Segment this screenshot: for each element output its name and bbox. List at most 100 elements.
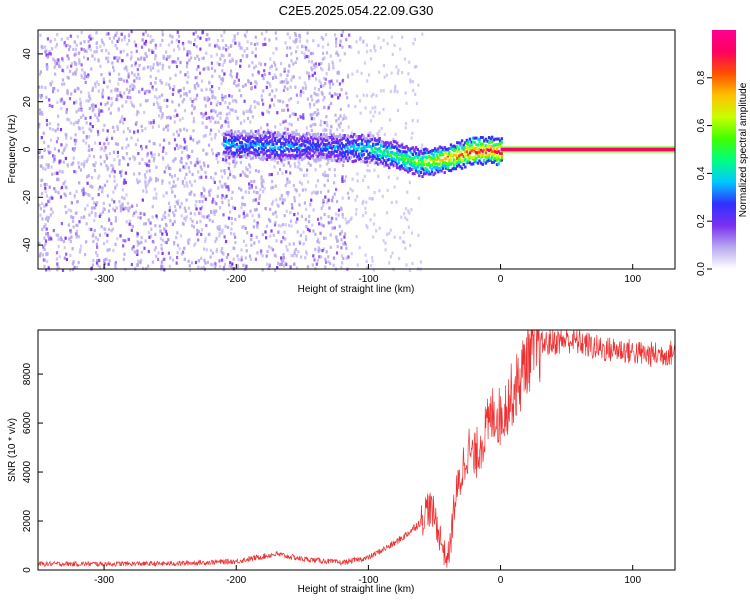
noise-cell: [176, 57, 180, 61]
noise-cell: [154, 95, 157, 99]
fringe-cell: [408, 159, 411, 162]
fringe-cell: [229, 143, 232, 147]
noise-cell: [57, 149, 60, 153]
fringe-cell: [353, 139, 356, 143]
noise-cell: [190, 183, 193, 187]
fringe-cell: [403, 161, 407, 165]
noise-cell: [108, 152, 111, 156]
noise-cell: [228, 59, 231, 63]
fringe-cell: [356, 138, 359, 142]
noise-cell: [241, 202, 244, 206]
noise-cell: [335, 93, 338, 97]
noise-cell: [59, 98, 62, 102]
noise-cell: [306, 31, 309, 35]
fringe-cell: [291, 135, 294, 139]
noise-cell: [225, 116, 228, 120]
fringe-cell: [273, 155, 277, 159]
noise-cell: [173, 120, 176, 124]
noise-cell: [105, 56, 108, 60]
noise-cell: [134, 143, 138, 147]
fringe-cell: [470, 149, 473, 153]
noise-cell: [289, 97, 293, 101]
noise-cell: [320, 223, 323, 227]
fringe-cell: [487, 158, 491, 162]
noise-cell: [325, 133, 328, 137]
fringe-cell: [364, 160, 367, 164]
noise-cell: [208, 80, 211, 84]
noise-cell: [60, 37, 63, 41]
noise-cell: [62, 148, 66, 152]
noise-cell: [403, 240, 406, 244]
fringe-cell: [334, 158, 337, 162]
fringe-cell: [281, 135, 285, 139]
fringe-cell: [380, 140, 383, 144]
noise-cell: [393, 235, 396, 239]
noise-cell: [167, 128, 170, 132]
fringe-cell: [354, 150, 357, 154]
fringe-cell: [275, 156, 278, 160]
noise-cell: [257, 240, 261, 244]
noise-cell: [383, 132, 386, 137]
fringe-cell: [437, 162, 440, 166]
fringe-cell: [464, 165, 467, 169]
noise-cell: [110, 163, 113, 167]
noise-cell: [205, 223, 208, 228]
noise-cell: [152, 141, 155, 146]
fringe-cell: [297, 147, 300, 151]
noise-cell: [125, 193, 128, 197]
noise-cell: [185, 148, 189, 152]
noise-cell: [366, 79, 369, 83]
fringe-cell: [343, 144, 346, 148]
noise-cell: [97, 82, 100, 86]
noise-cell: [202, 67, 205, 71]
noise-cell: [136, 239, 139, 243]
noise-cell: [219, 57, 222, 61]
noise-cell: [104, 146, 107, 150]
fringe-cell: [243, 148, 246, 151]
noise-cell: [39, 213, 42, 217]
noise-cell: [207, 143, 211, 147]
noise-cell: [334, 33, 337, 37]
noise-cell: [356, 263, 359, 267]
fringe-cell: [405, 153, 408, 157]
noise-cell: [121, 104, 124, 108]
fringe-cell: [492, 149, 495, 153]
fringe-cell: [399, 167, 402, 171]
snr-x-tick-label: -300: [94, 575, 114, 586]
noise-cell: [365, 200, 368, 204]
fringe-cell: [334, 140, 337, 144]
noise-cell: [131, 103, 134, 107]
noise-cell: [366, 226, 369, 230]
noise-cell: [335, 235, 338, 239]
noise-cell: [195, 220, 199, 224]
fringe-cell: [402, 157, 405, 161]
noise-cell: [97, 59, 100, 63]
noise-cell: [152, 50, 155, 54]
noise-cell: [55, 43, 59, 47]
noise-cell: [257, 201, 260, 205]
noise-cell: [296, 212, 300, 216]
noise-cell: [369, 133, 373, 137]
noise-cell: [312, 254, 315, 258]
noise-cell: [313, 66, 316, 70]
noise-cell: [50, 237, 53, 241]
fringe-cell: [280, 153, 283, 156]
noise-cell: [245, 264, 248, 268]
noise-cell: [253, 179, 256, 184]
fringe-cell: [292, 131, 296, 135]
noise-cell: [321, 45, 325, 49]
noise-cell: [110, 103, 113, 108]
fringe-cell: [311, 146, 315, 149]
noise-cell: [143, 41, 146, 46]
noise-cell: [54, 171, 57, 175]
fringe-cell: [329, 144, 332, 147]
fringe-cell: [432, 156, 435, 160]
fringe-cell: [231, 132, 234, 136]
fringe-cell: [432, 161, 435, 165]
noise-cell: [77, 165, 81, 169]
fringe-cell: [292, 137, 296, 141]
fringe-cell: [291, 133, 294, 137]
noise-cell: [224, 94, 227, 98]
noise-cell: [306, 265, 310, 269]
noise-cell: [137, 151, 140, 156]
